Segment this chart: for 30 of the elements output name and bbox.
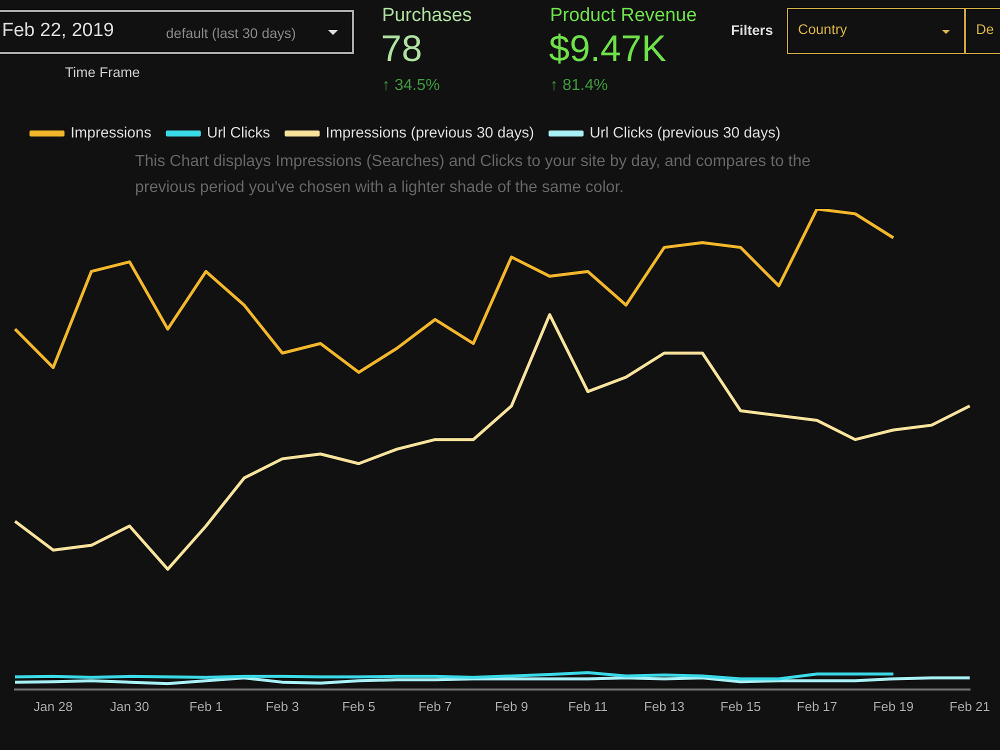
text: ↑ 81.4% bbox=[550, 77, 608, 95]
text: Filters bbox=[731, 22, 774, 38]
text: De bbox=[976, 21, 994, 37]
text: Product Revenue bbox=[550, 5, 697, 27]
text: ↑ 34.5% bbox=[382, 77, 440, 95]
x-tick-label: Feb 15 bbox=[720, 698, 761, 714]
x-tick-label: Feb 1 bbox=[189, 698, 223, 714]
x-tick-label: Jan 28 bbox=[34, 698, 73, 714]
text: This Chart displays Impressions (Searches) and Clicks to your site by day, and compares to the previous period you've chosen with a lighter shade of the same color. bbox=[135, 152, 812, 198]
text: Country bbox=[798, 21, 848, 37]
legend-label: Url Clicks (previous 30 days) bbox=[590, 124, 780, 142]
x-tick-label: Feb 11 bbox=[568, 698, 608, 714]
x-tick-label: Feb 7 bbox=[418, 698, 452, 714]
x-tick-label: Feb 21 bbox=[950, 698, 990, 714]
x-tick-label: Feb 3 bbox=[266, 698, 299, 714]
x-tick-label: Feb 17 bbox=[796, 698, 838, 714]
legend-label: Impressions bbox=[70, 124, 152, 142]
text: default (last 30 days) bbox=[166, 25, 296, 41]
x-tick-label: Feb 13 bbox=[644, 698, 684, 714]
x-tick-label: Feb 5 bbox=[342, 698, 376, 714]
x-tick-label: Jan 30 bbox=[110, 698, 150, 714]
text: $9.47K bbox=[549, 28, 666, 70]
text: Feb 22, 2019 bbox=[2, 20, 114, 42]
text: 78 bbox=[381, 28, 422, 70]
legend-label: Url Clicks bbox=[206, 124, 270, 142]
text: Purchases bbox=[382, 5, 472, 27]
x-tick-label: Feb 9 bbox=[494, 698, 528, 714]
legend-label: Impressions (previous 30 days) bbox=[326, 124, 534, 142]
x-tick-label: Feb 19 bbox=[873, 698, 914, 714]
text: Time Frame bbox=[65, 64, 140, 80]
